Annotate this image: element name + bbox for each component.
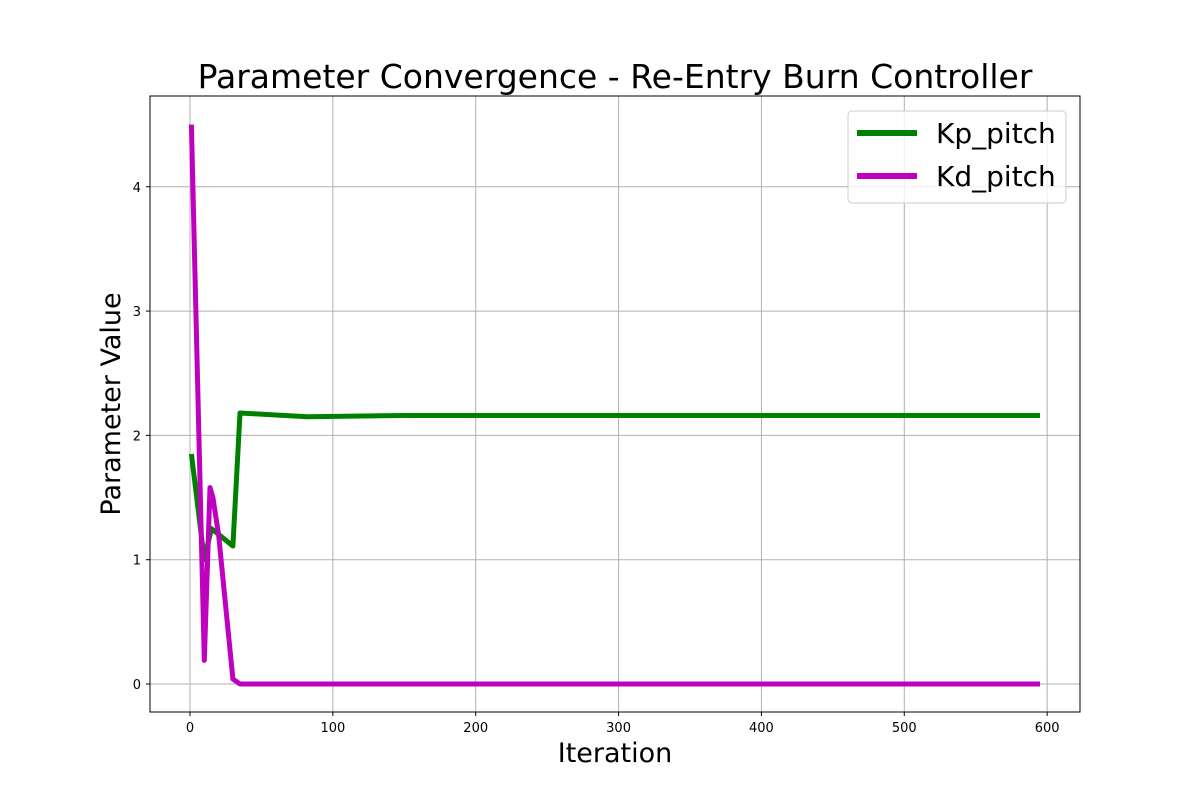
legend-label-kd-pitch: Kd_pitch (936, 160, 1056, 193)
chart-title: Parameter Convergence - Re-Entry Burn Co… (198, 57, 1033, 96)
x-tick-label: 100 (320, 721, 345, 736)
x-tick-label: 600 (1035, 721, 1060, 736)
ticks: 0 100 200 300 400 500 600 0 1 2 3 4 (133, 181, 1060, 736)
x-axis-label: Iteration (558, 738, 673, 769)
y-tick-label: 3 (133, 305, 141, 320)
x-tick-label: 0 (186, 721, 194, 736)
legend: Kp_pitch Kd_pitch (847, 110, 1067, 204)
x-tick-label: 200 (463, 721, 488, 736)
y-tick-label: 0 (133, 678, 141, 693)
x-tick-label: 400 (749, 721, 774, 736)
y-axis-label: Parameter Value (96, 292, 127, 515)
y-tick-label: 1 (133, 554, 141, 569)
plot-frame (149, 95, 1081, 713)
y-tick-label: 4 (133, 181, 141, 196)
legend-label-kp-pitch: Kp_pitch (936, 117, 1056, 150)
y-tick-label: 2 (133, 429, 141, 444)
series-layer (188, 124, 1040, 687)
x-tick-label: 500 (892, 721, 917, 736)
x-tick-label: 300 (606, 721, 631, 736)
series-line-kd-pitch (188, 124, 1040, 687)
